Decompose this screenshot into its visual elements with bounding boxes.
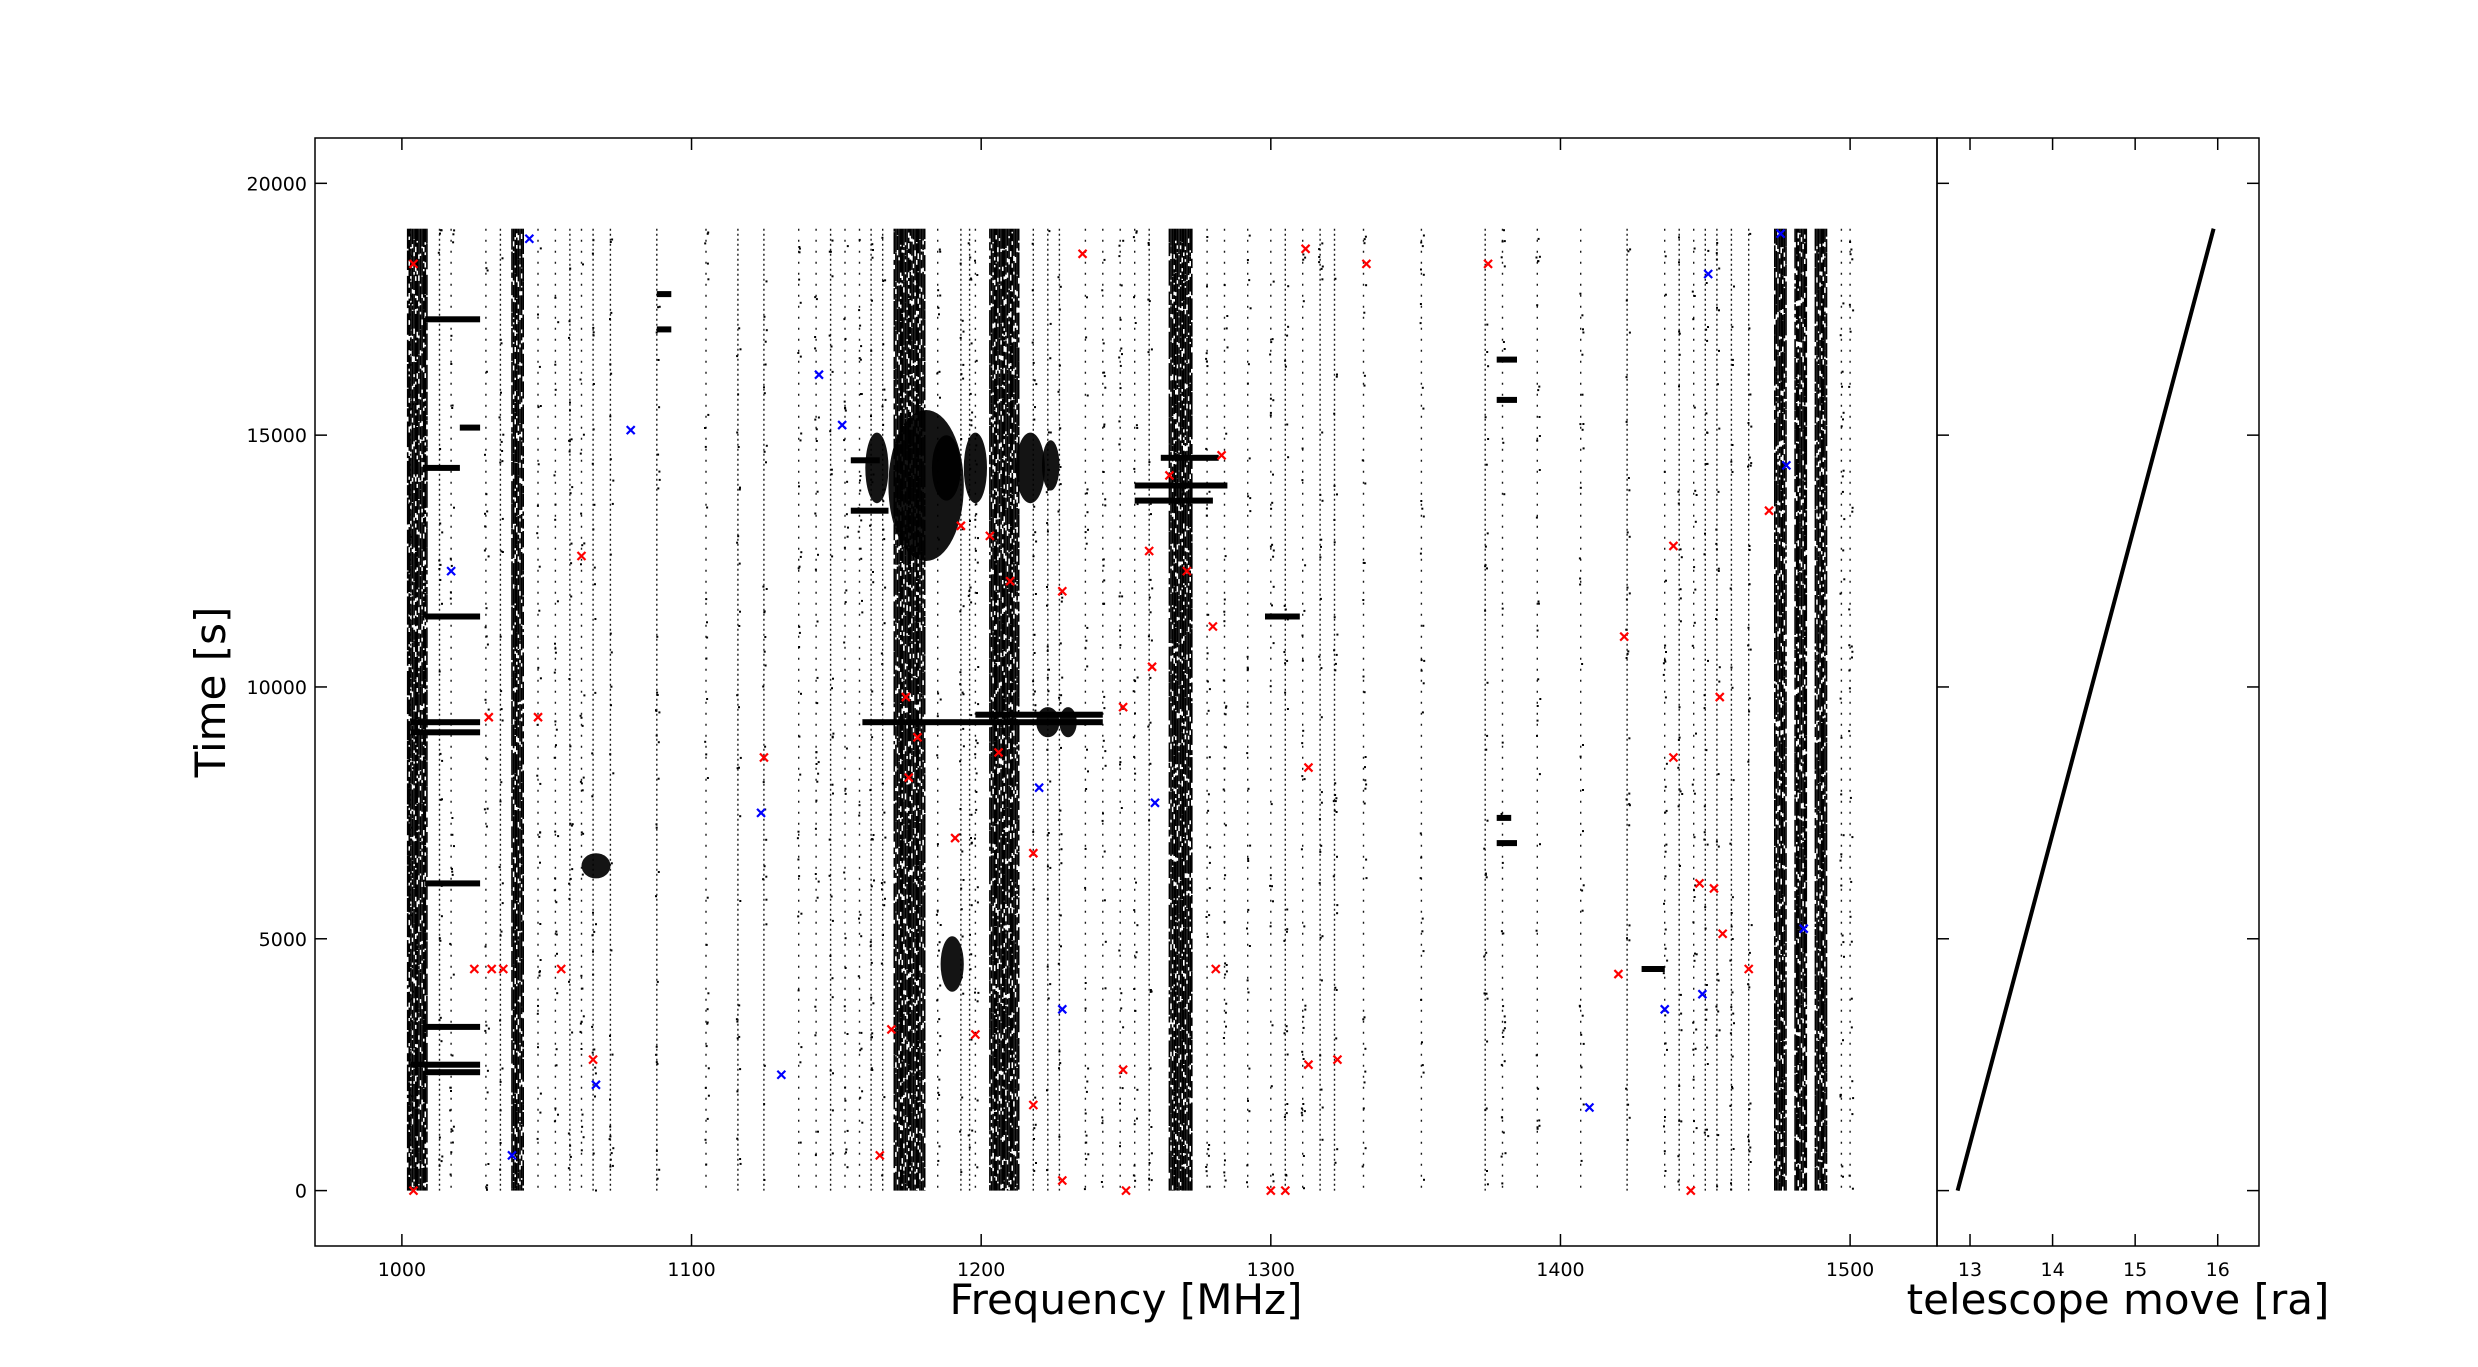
detection-band bbox=[989, 228, 1020, 1191]
detection-band bbox=[406, 228, 428, 1191]
detection-band bbox=[511, 228, 525, 1191]
detection-band bbox=[893, 228, 926, 1191]
series-continuous-bands bbox=[406, 228, 1828, 1191]
main-data-marks bbox=[406, 228, 1855, 1196]
main-plot-panel: 1000 1100 1200 1300 1400 1500 050001000015000… bbox=[186, 137, 1938, 1324]
detection-band bbox=[1774, 228, 1787, 1191]
detection-band bbox=[1794, 228, 1808, 1191]
detection-band bbox=[1168, 228, 1193, 1191]
detection-band bbox=[1814, 228, 1828, 1191]
